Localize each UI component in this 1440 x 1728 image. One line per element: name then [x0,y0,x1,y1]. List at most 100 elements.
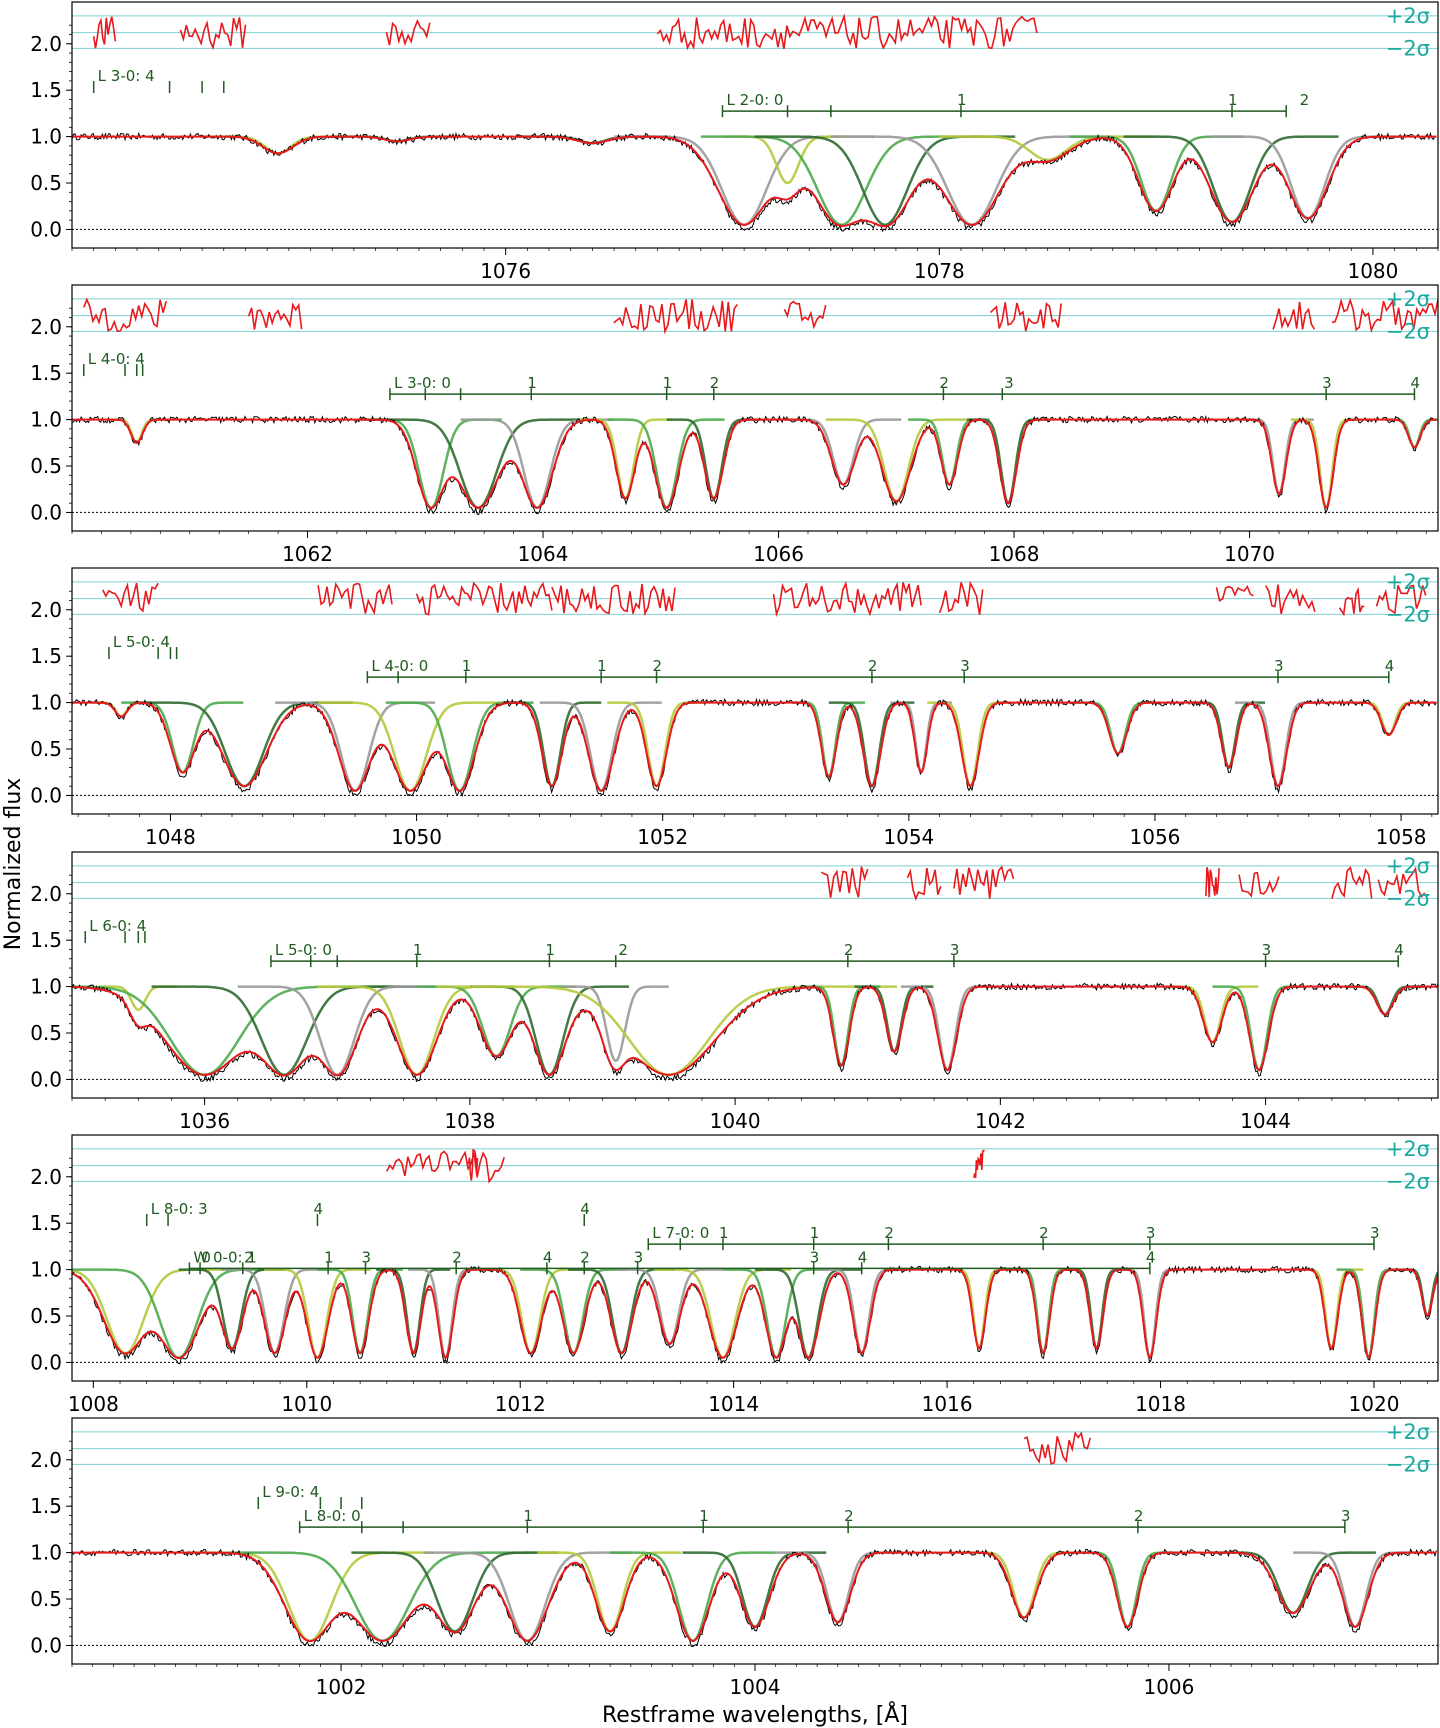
residual-segment [1205,867,1220,898]
total-model-profile [72,985,1438,1077]
y-tick-label: 2.0 [30,1165,62,1189]
component-profile [460,418,614,510]
component-profile [1210,135,1406,220]
residual-segment [1265,584,1316,615]
x-tick-label: 1044 [1240,1109,1291,1133]
transition-number: 2 [1039,1224,1049,1242]
line-system-label: L 9-0: 4 [262,1483,319,1501]
transition-number: 3 [1146,1224,1156,1242]
transition-number: 2 [580,1248,590,1266]
observed-spectrum [72,981,1438,1083]
component-profile [1385,418,1438,449]
component-profile [1123,135,1339,224]
component-profile [408,1268,483,1360]
component-profile [819,1268,905,1355]
transition-number: 2 [1134,1507,1144,1525]
minus-2sigma-label: −2σ [1386,886,1430,910]
y-tick-label: 1.5 [30,78,62,102]
x-tick-label: 1070 [1224,542,1275,566]
component-profile [1243,418,1314,496]
transition-number: 4 [543,1248,553,1266]
plot-area: L 8-0: 3 4 4L 7-0: 0 1 1 2 2 3 3W 0-0: 10 2 1 3 2 4 2 3… [72,1148,1438,1365]
residual-segment [551,583,676,617]
component-profile [1210,1551,1376,1615]
component-profile [469,985,629,1077]
component-profile [947,1268,1012,1351]
y-tick-label: 1.0 [30,125,62,149]
component-profile [890,701,952,774]
transition-number: 3 [1004,374,1014,392]
panel-frame [71,851,1439,1099]
residual-segment [179,17,247,51]
plus-2sigma-label: +2σ [1386,1420,1430,1444]
y-tick-label: 1.0 [30,1258,62,1282]
transition-number: 2 [244,1248,254,1266]
spectrum-panel-2: L 4-0: 4 L 3-0: 0 1 1 2 2 3 3 4 0.0 0.5 1.0 1.5 2.0 10… [30,284,1439,566]
line-system-label: L 2-0: 0 [726,91,783,109]
x-tick-label: 1054 [883,825,934,849]
x-tick-label: 1064 [518,542,569,566]
component-profile [1299,1268,1364,1351]
transition-number: 0 [201,1248,211,1266]
y-tick-label: 1.5 [30,1494,62,1518]
component-profile [962,1551,1087,1619]
component-profile [133,701,354,788]
residual-segment [1331,297,1438,334]
transition-number: 2 [1300,91,1310,109]
total-model-profile [72,701,1437,792]
transition-number: 4 [858,1248,868,1266]
x-tick-label: 1068 [989,542,1040,566]
y-tick-label: 2.0 [30,598,62,622]
x-tick-label: 1006 [1143,1675,1194,1699]
transition-number: 1 [324,1248,334,1266]
spectrum-panel-3: L 5-0: 4 L 4-0: 0 1 1 2 2 3 3 4 0.0 0.5 1.0 1.5 2.0 10… [30,567,1439,849]
line-system-label: L 3-0: 4 [98,67,155,85]
x-axis-title: Restframe wavelengths, [Å] [602,1701,908,1728]
y-tick-label: 2.0 [30,882,62,906]
transition-number: 1 [597,657,607,675]
x-tick-label: 1020 [1349,1392,1400,1416]
minus-2sigma-label: −2σ [1386,1452,1430,1476]
component-profile [1075,701,1161,756]
y-tick-label: 0.0 [30,1067,62,1091]
residual-segment [1338,586,1365,617]
line-system-label: L 7-0: 0 [652,1224,709,1242]
y-tick-label: 0.5 [30,1587,62,1611]
transition-number: 3 [950,941,960,959]
minus-2sigma-label: −2σ [1386,602,1430,626]
component-profile [801,985,881,1067]
x-tick-label: 1010 [281,1392,332,1416]
component-profile [775,1551,900,1624]
transition-number: 2 [844,1507,854,1525]
component-profile [1191,701,1266,769]
plot-area: L 6-0: 4 L 5-0: 0 1 1 2 2 3 3 4 [72,865,1438,1083]
transition-number: 2 [868,657,878,675]
line-system-label: L 5-0: 4 [113,633,170,651]
line-system-label: L 4-0: 4 [88,350,145,368]
y-tick-label: 1.0 [30,975,62,999]
transition-number: 4 [313,1200,323,1218]
component-profile [351,1551,559,1633]
x-tick-label: 1042 [975,1109,1026,1133]
residual-segment [386,1150,505,1184]
component-profile [967,418,1049,505]
line-system-label: L 5-0: 0 [275,941,332,959]
component-profile [927,701,1013,788]
residual-segment [83,297,167,333]
x-tick-label: 1066 [753,542,804,566]
component-profile [1234,701,1321,788]
y-tick-label: 2.0 [30,32,62,56]
component-profile [854,985,934,1053]
y-tick-label: 0.5 [30,1021,62,1045]
spectrum-panel-1: L 3-0: 4 L 2-0: 0 1 1 2 0.0 0.5 1.0 1.5 2.0 1076 10… [30,1,1439,283]
component-profile [614,135,875,227]
x-tick-label: 1014 [708,1392,759,1416]
component-profile [939,135,1155,162]
transition-number: 2 [884,1224,894,1242]
transition-number: 1 [810,1224,820,1242]
residual-segment [1023,1431,1092,1465]
residual-segment [1331,865,1373,900]
y-tick-label: 1.0 [30,691,62,715]
component-profile [700,135,983,227]
component-profile [1117,1268,1182,1360]
